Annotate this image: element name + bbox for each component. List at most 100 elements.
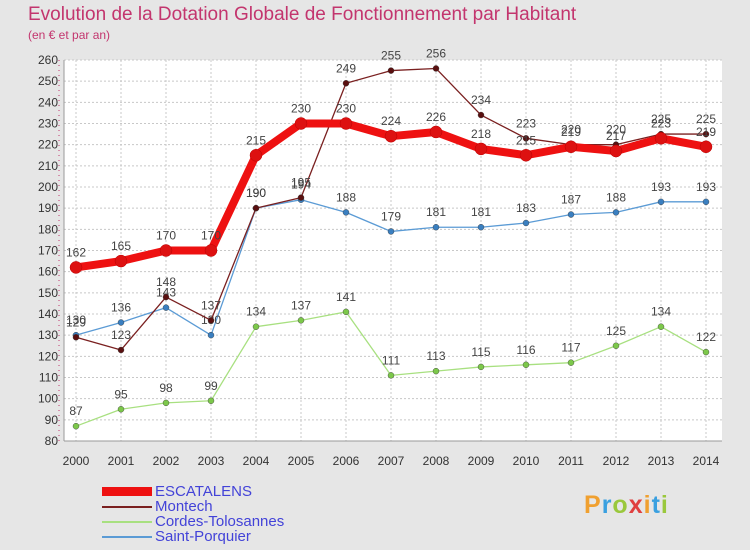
- legend-swatch: [102, 535, 152, 538]
- data-point: [477, 363, 485, 371]
- data-label: 224: [381, 114, 401, 128]
- data-label: 125: [606, 324, 626, 338]
- data-point: [297, 317, 305, 324]
- x-tick-label: 2003: [198, 454, 225, 468]
- data-point: [294, 117, 308, 130]
- data-label: 111: [382, 353, 401, 367]
- data-label: 115: [471, 345, 490, 359]
- legend-label: Saint-Porquier: [155, 528, 251, 545]
- data-label: 179: [381, 209, 401, 223]
- data-label: 193: [651, 180, 671, 194]
- proxiti-logo: Proxiti: [584, 491, 669, 520]
- data-point: [69, 261, 83, 274]
- data-point: [654, 132, 668, 145]
- x-tick-label: 2009: [468, 454, 495, 468]
- data-point: [204, 244, 218, 257]
- data-point: [702, 130, 710, 138]
- y-tick-label: 200: [38, 180, 58, 194]
- x-tick-label: 2004: [243, 454, 270, 468]
- x-tick-label: 2007: [378, 454, 405, 468]
- y-tick-label: 140: [38, 307, 58, 321]
- data-point: [519, 149, 533, 162]
- logo-letter: r: [601, 491, 613, 519]
- data-label: 170: [156, 229, 176, 243]
- logo-letter: i: [643, 491, 652, 519]
- x-tick-label: 2013: [648, 454, 675, 468]
- data-label: 249: [336, 61, 356, 75]
- y-tick-label: 160: [38, 265, 58, 279]
- data-point: [567, 359, 575, 366]
- logo-letter: t: [651, 491, 661, 519]
- logo-letter: x: [628, 491, 644, 519]
- chart-title: Evolution de la Dotation Globale de Fonc…: [28, 4, 577, 25]
- y-tick-label: 90: [45, 413, 59, 427]
- data-label: 190: [246, 186, 266, 200]
- legend-item-cordes-tolosannes: Cordes-Tolosannes: [102, 514, 284, 529]
- data-point: [474, 142, 488, 156]
- data-point: [522, 219, 530, 227]
- data-label: 123: [111, 328, 131, 342]
- data-label: 130: [66, 313, 86, 327]
- series-cordes-tolosannes: 87 95 98 99 134 137 141 111 113 115 116 117 125 134 12…: [69, 290, 716, 430]
- y-tick-label: 100: [38, 392, 58, 406]
- data-point: [522, 135, 530, 142]
- x-tick-label: 2008: [423, 454, 450, 468]
- chart-subtitle: (en € et par an): [28, 28, 111, 42]
- logo-letter: P: [584, 491, 602, 519]
- legend-label: ESCATALENS: [155, 483, 252, 500]
- data-point: [387, 228, 395, 235]
- legend-swatch: [102, 487, 152, 496]
- legend-label: Montech: [155, 498, 213, 515]
- data-point: [432, 65, 440, 72]
- data-label: 99: [204, 379, 218, 393]
- data-label: 181: [471, 205, 491, 219]
- data-label: 188: [606, 190, 626, 204]
- data-label: 256: [426, 46, 446, 60]
- y-tick-label: 130: [38, 328, 58, 342]
- y-tick-label: 180: [38, 222, 58, 236]
- x-tick-label: 2014: [693, 454, 720, 468]
- data-label: 148: [156, 275, 176, 289]
- data-point: [297, 194, 305, 201]
- data-label: 95: [114, 387, 128, 401]
- x-tick-label: 2005: [288, 454, 315, 468]
- data-point: [342, 308, 350, 316]
- data-label: 223: [651, 116, 671, 130]
- legend-item-escatalens: ESCATALENS: [102, 484, 284, 499]
- data-label: 223: [516, 116, 536, 130]
- data-label: 225: [651, 112, 671, 126]
- x-tick-label: 2012: [603, 454, 630, 468]
- data-point: [657, 323, 665, 330]
- data-label: 143: [156, 286, 176, 300]
- x-tick-label: 2010: [513, 454, 540, 468]
- x-tick-label: 2000: [63, 454, 90, 468]
- data-label: 187: [561, 193, 581, 207]
- data-point: [567, 211, 575, 218]
- data-label: 113: [426, 349, 445, 363]
- legend-label: Cordes-Tolosannes: [155, 513, 285, 530]
- data-label: 181: [426, 205, 446, 219]
- data-label: 137: [291, 298, 311, 312]
- data-label: 226: [426, 110, 446, 124]
- data-label: 129: [66, 315, 86, 329]
- data-label: 218: [471, 127, 491, 141]
- legend-swatch: [102, 505, 152, 508]
- data-point: [207, 317, 215, 324]
- data-point: [387, 372, 395, 379]
- y-tick-label: 260: [38, 53, 58, 67]
- logo-letter: o: [612, 491, 629, 519]
- data-label: 117: [561, 341, 580, 355]
- data-label: 219: [696, 125, 716, 139]
- data-label: 162: [66, 245, 86, 259]
- data-label: 195: [291, 176, 311, 190]
- data-label: 134: [246, 305, 266, 319]
- data-point: [702, 198, 710, 206]
- logo-letter: i: [660, 491, 669, 519]
- data-point: [477, 224, 485, 231]
- data-point: [114, 254, 128, 268]
- legend: ESCATALENS Montech Cordes-Tolosannes Saint-…: [102, 484, 284, 544]
